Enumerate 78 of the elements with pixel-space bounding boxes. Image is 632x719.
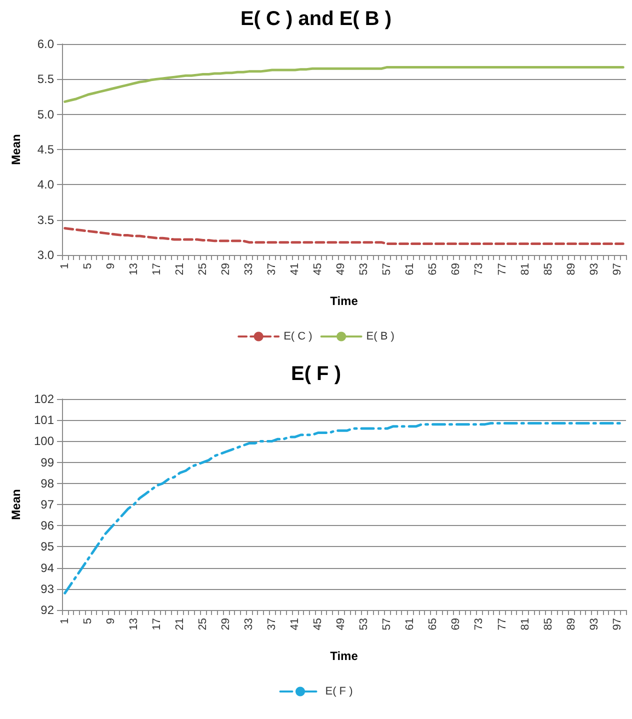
x-tick-label: 33 <box>243 618 256 630</box>
x-tick-label: 5 <box>82 263 94 270</box>
x-tick-label: 89 <box>565 263 578 276</box>
y-tick-label: 99 <box>40 455 54 470</box>
legend-label: E( B ) <box>366 330 394 342</box>
x-tick-label: 45 <box>312 618 324 630</box>
x-tick-label: 85 <box>542 263 554 276</box>
chart-title: E( C ) and E( B ) <box>240 8 392 30</box>
x-tick-label: 61 <box>404 618 416 630</box>
x-tick-label: 1 <box>58 263 71 270</box>
x-tick-label: 41 <box>289 618 302 630</box>
y-tick-label: 96 <box>40 518 54 533</box>
x-tick-label: 57 <box>381 263 394 276</box>
x-tick-label: 89 <box>565 618 578 630</box>
y-tick-label: 6.0 <box>37 37 54 51</box>
x-tick-label: 37 <box>266 263 278 276</box>
x-tick-label: 93 <box>588 618 600 630</box>
x-axis-title: Time <box>330 649 358 663</box>
x-tick-label: 13 <box>128 263 140 276</box>
x-tick-label: 73 <box>473 263 486 276</box>
x-tick-label: 29 <box>220 263 232 276</box>
x-tick-label: 45 <box>312 263 324 276</box>
x-tick-label: 29 <box>220 618 232 630</box>
chart-title: E( F ) <box>291 363 341 385</box>
x-tick-label: 65 <box>427 263 440 276</box>
x-tick-label: 53 <box>358 618 370 630</box>
y-axis-title: Mean <box>9 134 23 165</box>
line-series <box>64 227 624 245</box>
y-tick-label: 101 <box>34 413 54 428</box>
x-tick-label: 49 <box>335 263 348 276</box>
x-tick-label: 1 <box>58 618 71 624</box>
x-tick-label: 57 <box>381 618 394 630</box>
y-tick-label: 4.0 <box>37 178 54 192</box>
x-tick-label: 33 <box>243 263 256 276</box>
x-tick-label: 73 <box>473 618 486 630</box>
y-tick-label: 98 <box>40 476 54 490</box>
y-tick-label: 93 <box>40 582 54 596</box>
x-tick-label: 97 <box>611 263 624 276</box>
y-tick-label: 92 <box>40 603 54 617</box>
x-tick-label: 5 <box>82 618 94 624</box>
x-tick-label: 37 <box>266 618 278 630</box>
y-tick-label: 5.0 <box>37 107 54 122</box>
x-tick-label: 25 <box>197 263 209 276</box>
legend-label: E( C ) <box>284 330 312 342</box>
x-tick-label: 97 <box>611 618 624 630</box>
y-tick-label: 94 <box>40 560 54 575</box>
y-tick-label: 5.5 <box>37 72 54 86</box>
y-tick-label: 95 <box>40 540 54 554</box>
x-tick-label: 65 <box>427 618 440 630</box>
y-tick-label: 102 <box>34 392 54 406</box>
x-tick-label: 21 <box>174 263 186 276</box>
x-tick-label: 61 <box>404 263 416 276</box>
x-tick-label: 25 <box>197 618 209 630</box>
y-tick-label: 100 <box>34 434 54 448</box>
x-axis-title: Time <box>330 294 358 308</box>
x-tick-label: 69 <box>450 618 462 630</box>
x-tick-label: 13 <box>128 618 140 630</box>
x-tick-label: 81 <box>519 263 532 276</box>
x-tick-label: 77 <box>496 618 508 630</box>
x-tick-label: 93 <box>588 263 600 276</box>
x-tick-label: 81 <box>519 618 532 630</box>
x-tick-label: 77 <box>496 263 508 276</box>
x-tick-label: 69 <box>450 263 462 276</box>
y-axis-title: Mean <box>9 489 23 520</box>
x-tick-label: 41 <box>289 263 302 276</box>
x-tick-label: 17 <box>150 618 163 630</box>
legend-label: E( F ) <box>325 686 353 698</box>
x-tick-label: 9 <box>104 263 117 270</box>
y-tick-label: 3.5 <box>37 212 54 227</box>
x-tick-label: 53 <box>358 263 370 276</box>
x-tick-label: 49 <box>335 618 348 630</box>
y-tick-label: 3.0 <box>37 248 54 262</box>
x-tick-label: 9 <box>104 618 117 624</box>
y-tick-label: 97 <box>40 498 54 512</box>
x-tick-label: 21 <box>174 618 186 630</box>
x-tick-label: 85 <box>542 618 554 630</box>
x-tick-label: 17 <box>150 263 163 276</box>
y-tick-label: 4.5 <box>37 142 54 156</box>
